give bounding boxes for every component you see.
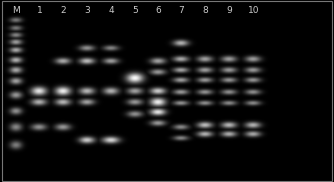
Text: 9: 9 xyxy=(226,5,232,15)
Text: M: M xyxy=(12,5,20,15)
Text: 6: 6 xyxy=(156,5,162,15)
Text: 3: 3 xyxy=(85,5,91,15)
Text: 4: 4 xyxy=(109,5,114,15)
Text: 5: 5 xyxy=(133,5,139,15)
Text: 7: 7 xyxy=(178,5,184,15)
Text: 2: 2 xyxy=(61,5,66,15)
Text: 1: 1 xyxy=(36,5,42,15)
Text: 10: 10 xyxy=(248,5,260,15)
Text: 8: 8 xyxy=(202,5,208,15)
